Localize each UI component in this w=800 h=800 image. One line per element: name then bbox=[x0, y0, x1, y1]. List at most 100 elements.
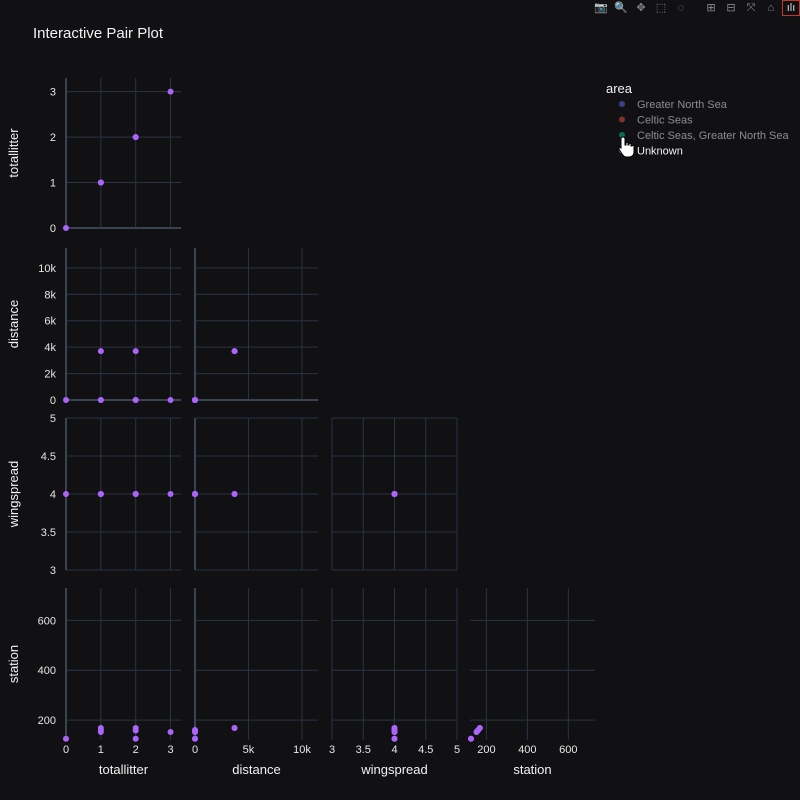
subplot-station-vs-station bbox=[468, 588, 595, 742]
data-point bbox=[231, 348, 238, 355]
data-point bbox=[167, 397, 174, 403]
x-axis-title: wingspread bbox=[360, 762, 428, 777]
subplot-station-vs-totallitter bbox=[63, 588, 181, 742]
subplot-distance-vs-totallitter bbox=[63, 248, 181, 403]
data-point bbox=[132, 735, 139, 742]
box-select-icon[interactable]: ⬚ bbox=[655, 2, 667, 14]
legend-title: area bbox=[606, 81, 633, 96]
y-axis-title: totallitter bbox=[6, 128, 21, 178]
y-tick-label: 3.5 bbox=[41, 527, 56, 539]
zoom-icon[interactable]: 🔍 bbox=[614, 2, 628, 14]
y-tick-label: 3 bbox=[50, 87, 56, 99]
y-tick-label: 4k bbox=[44, 342, 56, 354]
data-point bbox=[97, 179, 104, 186]
legend-item[interactable]: Celtic Seas, Greater North Sea bbox=[619, 130, 790, 142]
legend-marker bbox=[619, 132, 625, 138]
data-point bbox=[167, 88, 174, 95]
y-tick-label: 2k bbox=[44, 369, 56, 381]
x-tick-label: 10k bbox=[293, 744, 311, 756]
zoom-in-icon[interactable]: ⊞ bbox=[706, 2, 716, 14]
x-tick-label: 0 bbox=[192, 744, 198, 756]
y-tick-label: 4 bbox=[50, 489, 56, 501]
x-tick-label: 600 bbox=[559, 744, 577, 756]
data-point bbox=[97, 397, 104, 403]
data-point bbox=[63, 491, 69, 497]
x-tick-label: 400 bbox=[518, 744, 536, 756]
data-point bbox=[192, 491, 198, 497]
legend-label: Unknown bbox=[637, 146, 683, 158]
data-point bbox=[167, 729, 174, 736]
legend-item[interactable]: Greater North Sea bbox=[619, 99, 728, 111]
data-point bbox=[97, 348, 104, 355]
zoom-out-icon[interactable]: ⊟ bbox=[726, 2, 736, 14]
data-point bbox=[468, 735, 475, 742]
x-tick-label: 5k bbox=[243, 744, 255, 756]
y-axis-title: wingspread bbox=[6, 461, 21, 529]
x-axis-title: station bbox=[513, 762, 551, 777]
subplot-station-vs-wingspread bbox=[331, 588, 458, 742]
x-tick-label: 3 bbox=[167, 744, 173, 756]
legend: area Greater North Sea Celtic Seas Celtic S… bbox=[606, 81, 790, 158]
x-tick-label: 3 bbox=[329, 744, 335, 756]
camera-icon[interactable]: 📷 bbox=[594, 2, 608, 14]
pan-icon[interactable]: ✥ bbox=[636, 2, 646, 14]
x-axis-title: distance bbox=[232, 762, 280, 777]
hand-cursor-shape bbox=[618, 136, 635, 158]
legend-label: Celtic Seas bbox=[637, 115, 693, 127]
subplot-wingspread-vs-distance bbox=[192, 417, 318, 571]
data-point bbox=[97, 491, 104, 497]
data-point bbox=[63, 397, 69, 403]
data-point bbox=[132, 491, 139, 497]
lasso-icon[interactable]: ◌ bbox=[677, 2, 685, 14]
y-tick-label: 400 bbox=[38, 665, 56, 677]
subplot-distance-vs-distance bbox=[192, 248, 318, 403]
data-point bbox=[132, 134, 139, 141]
legend-label: Greater North Sea bbox=[637, 99, 728, 111]
y-tick-label: 8k bbox=[44, 289, 56, 301]
x-axis-title: totallitter bbox=[99, 762, 149, 777]
y-tick-label: 600 bbox=[38, 615, 56, 627]
y-tick-label: 10k bbox=[38, 263, 56, 275]
y-axis-title: station bbox=[6, 645, 21, 683]
y-tick-label: 6k bbox=[44, 316, 56, 328]
data-point bbox=[192, 735, 198, 742]
x-tick-label: 3.5 bbox=[356, 744, 371, 756]
autoscale-icon[interactable]: ⤧ bbox=[746, 2, 756, 14]
legend-label: Celtic Seas, Greater North Sea bbox=[637, 130, 790, 142]
data-point bbox=[167, 491, 174, 497]
home-icon[interactable]: ⌂ bbox=[767, 2, 775, 14]
y-tick-label: 0 bbox=[50, 395, 56, 407]
data-point bbox=[391, 735, 398, 742]
y-tick-label: 5 bbox=[50, 413, 56, 425]
modebar: 📷 🔍 ✥ ⬚ ◌ ⊞ ⊟ ⤧ ⌂ ılı bbox=[592, 0, 800, 18]
y-tick-label: 200 bbox=[38, 715, 56, 727]
x-tick-label: 5 bbox=[454, 744, 460, 756]
data-point bbox=[231, 725, 238, 732]
data-point bbox=[192, 729, 198, 736]
data-point bbox=[231, 491, 238, 497]
subplot-wingspread-vs-wingspread bbox=[331, 417, 458, 571]
legend-marker bbox=[619, 116, 625, 123]
data-point bbox=[63, 735, 69, 742]
y-tick-label: 2 bbox=[50, 132, 56, 144]
y-tick-label: 1 bbox=[50, 178, 56, 190]
y-tick-label: 4.5 bbox=[41, 451, 56, 463]
chart-title: Interactive Pair Plot bbox=[33, 25, 164, 42]
data-point bbox=[473, 729, 480, 736]
legend-item[interactable]: Celtic Seas bbox=[619, 115, 693, 127]
x-tick-label: 1 bbox=[98, 744, 104, 756]
subplot-totallitter-vs-totallitter bbox=[63, 78, 181, 231]
subplot-station-vs-distance bbox=[192, 588, 318, 742]
x-tick-label: 4.5 bbox=[418, 744, 433, 756]
x-tick-label: 200 bbox=[477, 744, 495, 756]
hand-cursor-icon bbox=[618, 136, 635, 158]
data-point bbox=[132, 397, 139, 403]
data-point bbox=[63, 225, 69, 231]
legend-marker bbox=[619, 101, 625, 107]
data-point bbox=[391, 491, 398, 497]
x-tick-label: 4 bbox=[391, 744, 397, 756]
subplot-wingspread-vs-totallitter bbox=[63, 417, 181, 571]
data-point bbox=[132, 727, 139, 734]
x-tick-label: 0 bbox=[63, 744, 69, 756]
